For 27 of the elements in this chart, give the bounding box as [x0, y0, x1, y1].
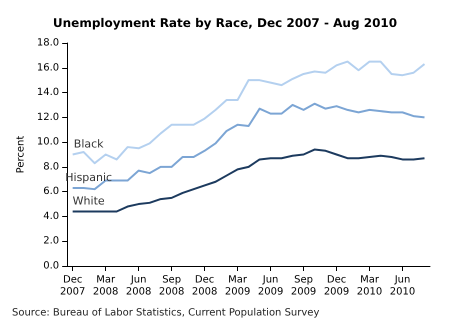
x-tick-label: Dec 2009 — [324, 274, 350, 298]
y-tick-label: 14.0 — [36, 87, 60, 98]
x-tick-label: Sep 2009 — [290, 274, 316, 298]
y-tick-label: 16.0 — [36, 62, 60, 74]
y-tick-label: 12.0 — [36, 112, 60, 123]
x-tick-label: Jun 2009 — [258, 274, 284, 298]
x-tick-label: Mar 2010 — [356, 274, 382, 298]
line-series — [72, 60, 426, 164]
x-tick-label: Sep 2008 — [158, 274, 184, 298]
y-tick-label: 4.0 — [43, 210, 60, 222]
y-tick-label: 2.0 — [43, 236, 60, 247]
chart-title: Unemployment Rate by Race, Dec 2007 - Aug 2010 — [52, 16, 398, 30]
x-tick-label: Jun 2008 — [126, 274, 152, 298]
x-tick-label: Mar 2009 — [224, 274, 250, 298]
y-tick-label: 18.0 — [36, 38, 60, 48]
y-tick-label: 0.0 — [43, 260, 60, 272]
series-label: White — [72, 194, 105, 208]
y-tick-label: 10.0 — [36, 136, 60, 148]
x-tick-label: Dec 2007 — [60, 274, 86, 298]
y-tick-label: 8.0 — [43, 161, 60, 172]
series-label: Black — [74, 138, 104, 150]
x-tick-label: Jun 2010 — [390, 274, 416, 298]
y-axis-title: Percent — [16, 136, 26, 174]
y-tick-label: 6.0 — [43, 186, 60, 198]
x-tick-label: Mar 2008 — [92, 274, 118, 298]
source-note: Source: Bureau of Labor Statistics, Current Population Survey — [12, 308, 320, 318]
x-tick-label: Dec 2008 — [192, 274, 218, 298]
